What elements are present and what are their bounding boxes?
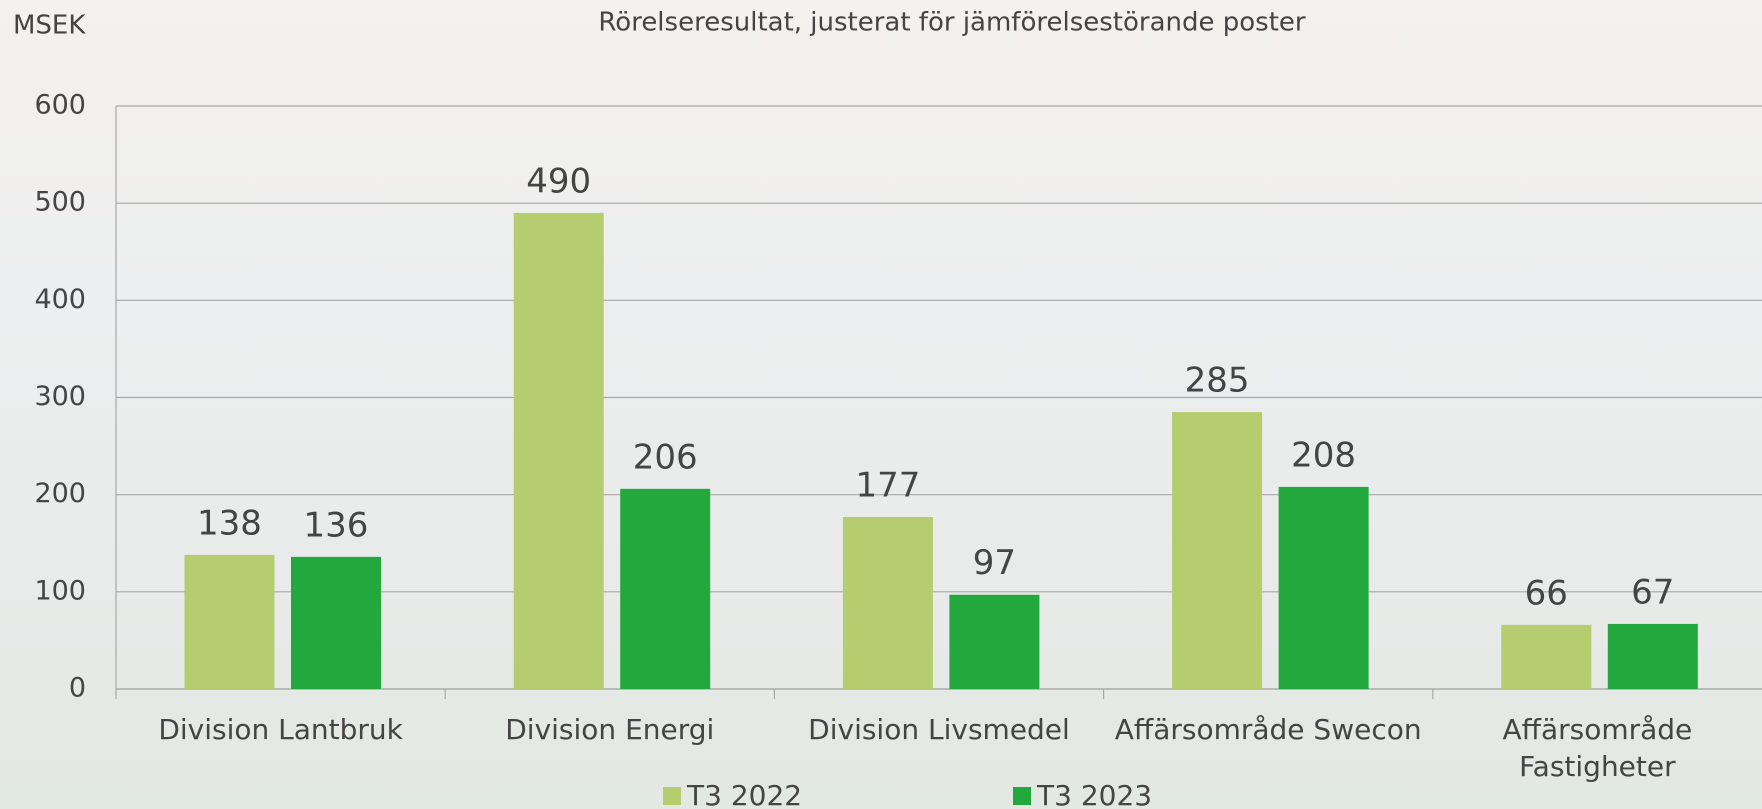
value-label: 208 xyxy=(1291,435,1356,475)
y-axis-label: MSEK xyxy=(13,11,86,41)
value-label: 97 xyxy=(973,543,1016,583)
bar xyxy=(513,212,604,689)
value-label: 66 xyxy=(1525,573,1568,613)
x-tick-label: Division Livsmedel xyxy=(808,713,1070,746)
value-label: 177 xyxy=(855,466,920,506)
legend-swatch xyxy=(663,787,681,805)
legend-label: T3 2022 xyxy=(686,779,802,809)
y-tick-label: 200 xyxy=(34,478,86,509)
y-tick-label: 500 xyxy=(34,187,86,218)
legend-label: T3 2023 xyxy=(1036,779,1152,809)
y-tick-label: 0 xyxy=(69,673,86,704)
bar xyxy=(184,554,275,689)
x-tick-label: Affärsområde Fastigheter xyxy=(1502,713,1693,783)
x-tick-label: Division Energi xyxy=(505,713,715,746)
value-label: 490 xyxy=(526,161,591,201)
bar xyxy=(620,488,711,689)
legend-swatch xyxy=(1013,787,1031,805)
chart-title: Rörelseresultat, justerat för jämförelse… xyxy=(598,8,1306,38)
y-tick-label: 300 xyxy=(34,381,86,412)
x-tick-label: Division Lantbruk xyxy=(158,713,403,746)
bar xyxy=(291,556,381,689)
bar xyxy=(949,594,1040,689)
y-tick-label: 600 xyxy=(34,90,86,121)
x-tick-label: Affärsområde Swecon xyxy=(1114,713,1422,746)
bar xyxy=(1278,486,1369,689)
bar xyxy=(842,517,933,689)
bar xyxy=(1501,624,1592,689)
value-label: 67 xyxy=(1631,572,1674,612)
value-label: 285 xyxy=(1185,361,1250,401)
y-tick-label: 400 xyxy=(34,284,86,315)
bar xyxy=(1607,623,1698,689)
value-label: 136 xyxy=(304,505,369,545)
y-tick-label: 100 xyxy=(34,575,86,606)
bar xyxy=(1172,412,1263,689)
value-label: 206 xyxy=(633,437,698,477)
value-label: 138 xyxy=(197,503,262,543)
